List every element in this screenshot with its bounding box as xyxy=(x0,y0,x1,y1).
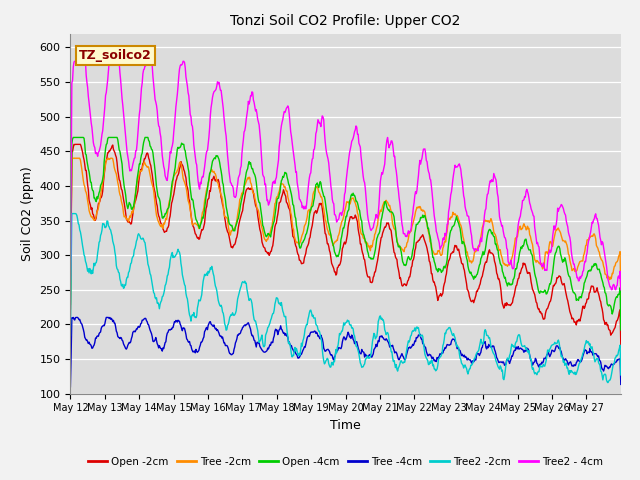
Text: TZ_soilco2: TZ_soilco2 xyxy=(79,49,152,62)
X-axis label: Time: Time xyxy=(330,419,361,432)
Title: Tonzi Soil CO2 Profile: Upper CO2: Tonzi Soil CO2 Profile: Upper CO2 xyxy=(230,14,461,28)
Y-axis label: Soil CO2 (ppm): Soil CO2 (ppm) xyxy=(21,166,34,261)
Legend: Open -2cm, Tree -2cm, Open -4cm, Tree -4cm, Tree2 -2cm, Tree2 - 4cm: Open -2cm, Tree -2cm, Open -4cm, Tree -4… xyxy=(84,453,607,471)
